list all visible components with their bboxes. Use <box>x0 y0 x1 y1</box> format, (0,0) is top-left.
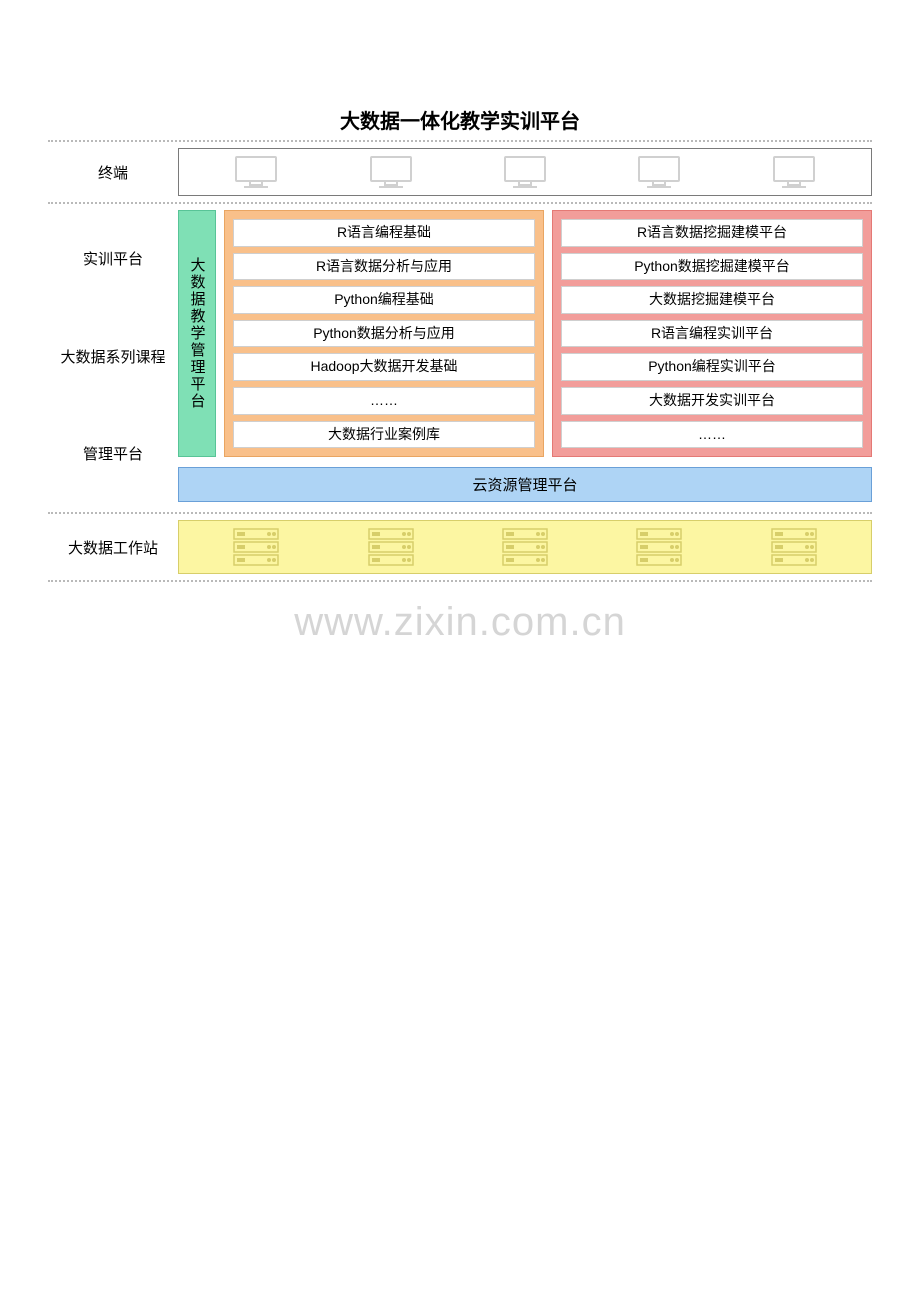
divider <box>48 580 872 582</box>
course-item: R语言数据分析与应用 <box>233 253 535 281</box>
red-column: R语言数据挖掘建模平台 Python数据挖掘建模平台 大数据挖掘建模平台 R语言… <box>552 210 872 457</box>
terminal-row: 终端 <box>48 148 872 196</box>
course-item: Python数据分析与应用 <box>233 320 535 348</box>
server-icon <box>233 527 279 567</box>
middle-columns: 大数据教学管理平台 R语言编程基础 R语言数据分析与应用 Python编程基础 … <box>178 210 872 457</box>
platform-item: Python数据挖掘建模平台 <box>561 253 863 281</box>
server-icon <box>636 527 682 567</box>
courses-label: 大数据系列课程 <box>60 346 165 367</box>
monitor-icon <box>637 155 681 189</box>
platform-content: 大数据教学管理平台 R语言编程基础 R语言数据分析与应用 Python编程基础 … <box>178 210 872 502</box>
course-item: …… <box>233 387 535 415</box>
course-item: Hadoop大数据开发基础 <box>233 353 535 381</box>
terminal-label: 终端 <box>48 148 178 196</box>
orange-column: R语言编程基础 R语言数据分析与应用 Python编程基础 Python数据分析… <box>224 210 544 457</box>
course-item: R语言编程基础 <box>233 219 535 247</box>
server-icon <box>771 527 817 567</box>
monitor-icon <box>772 155 816 189</box>
platform-item: …… <box>561 421 863 449</box>
watermark-text: www.zixin.com.cn <box>0 600 920 645</box>
server-icon <box>502 527 548 567</box>
platform-item: R语言数据挖掘建模平台 <box>561 219 863 247</box>
workstation-row: 大数据工作站 <box>48 520 872 574</box>
green-sidebar: 大数据教学管理平台 <box>178 210 216 457</box>
divider <box>48 202 872 204</box>
workstation-content <box>178 520 872 574</box>
course-item: 大数据行业案例库 <box>233 421 535 449</box>
server-icon <box>368 527 414 567</box>
workstation-box <box>178 520 872 574</box>
platform-item: 大数据开发实训平台 <box>561 387 863 415</box>
divider <box>48 512 872 514</box>
platform-item: 大数据挖掘建模平台 <box>561 286 863 314</box>
terminal-box <box>178 148 872 196</box>
platform-item: R语言编程实训平台 <box>561 320 863 348</box>
manage-label: 管理平台 <box>83 443 143 464</box>
platform-row: 实训平台 大数据系列课程 管理平台 大数据教学管理平台 R语言编程基础 R语言数… <box>48 210 872 502</box>
monitor-icon <box>234 155 278 189</box>
divider <box>48 140 872 142</box>
diagram-root: 大数据一体化教学实训平台 终端 实训平台 大数据系列课程 管理平台 大数据教学管… <box>0 0 920 582</box>
course-item: Python编程基础 <box>233 286 535 314</box>
cloud-box: 云资源管理平台 <box>178 467 872 502</box>
workstation-label: 大数据工作站 <box>48 520 178 574</box>
diagram-title: 大数据一体化教学实训平台 <box>48 105 872 134</box>
training-label: 实训平台 <box>83 248 143 269</box>
platform-item: Python编程实训平台 <box>561 353 863 381</box>
monitor-icon <box>369 155 413 189</box>
monitor-icon <box>503 155 547 189</box>
terminal-content <box>178 148 872 196</box>
platform-labels: 实训平台 大数据系列课程 管理平台 <box>48 210 178 502</box>
